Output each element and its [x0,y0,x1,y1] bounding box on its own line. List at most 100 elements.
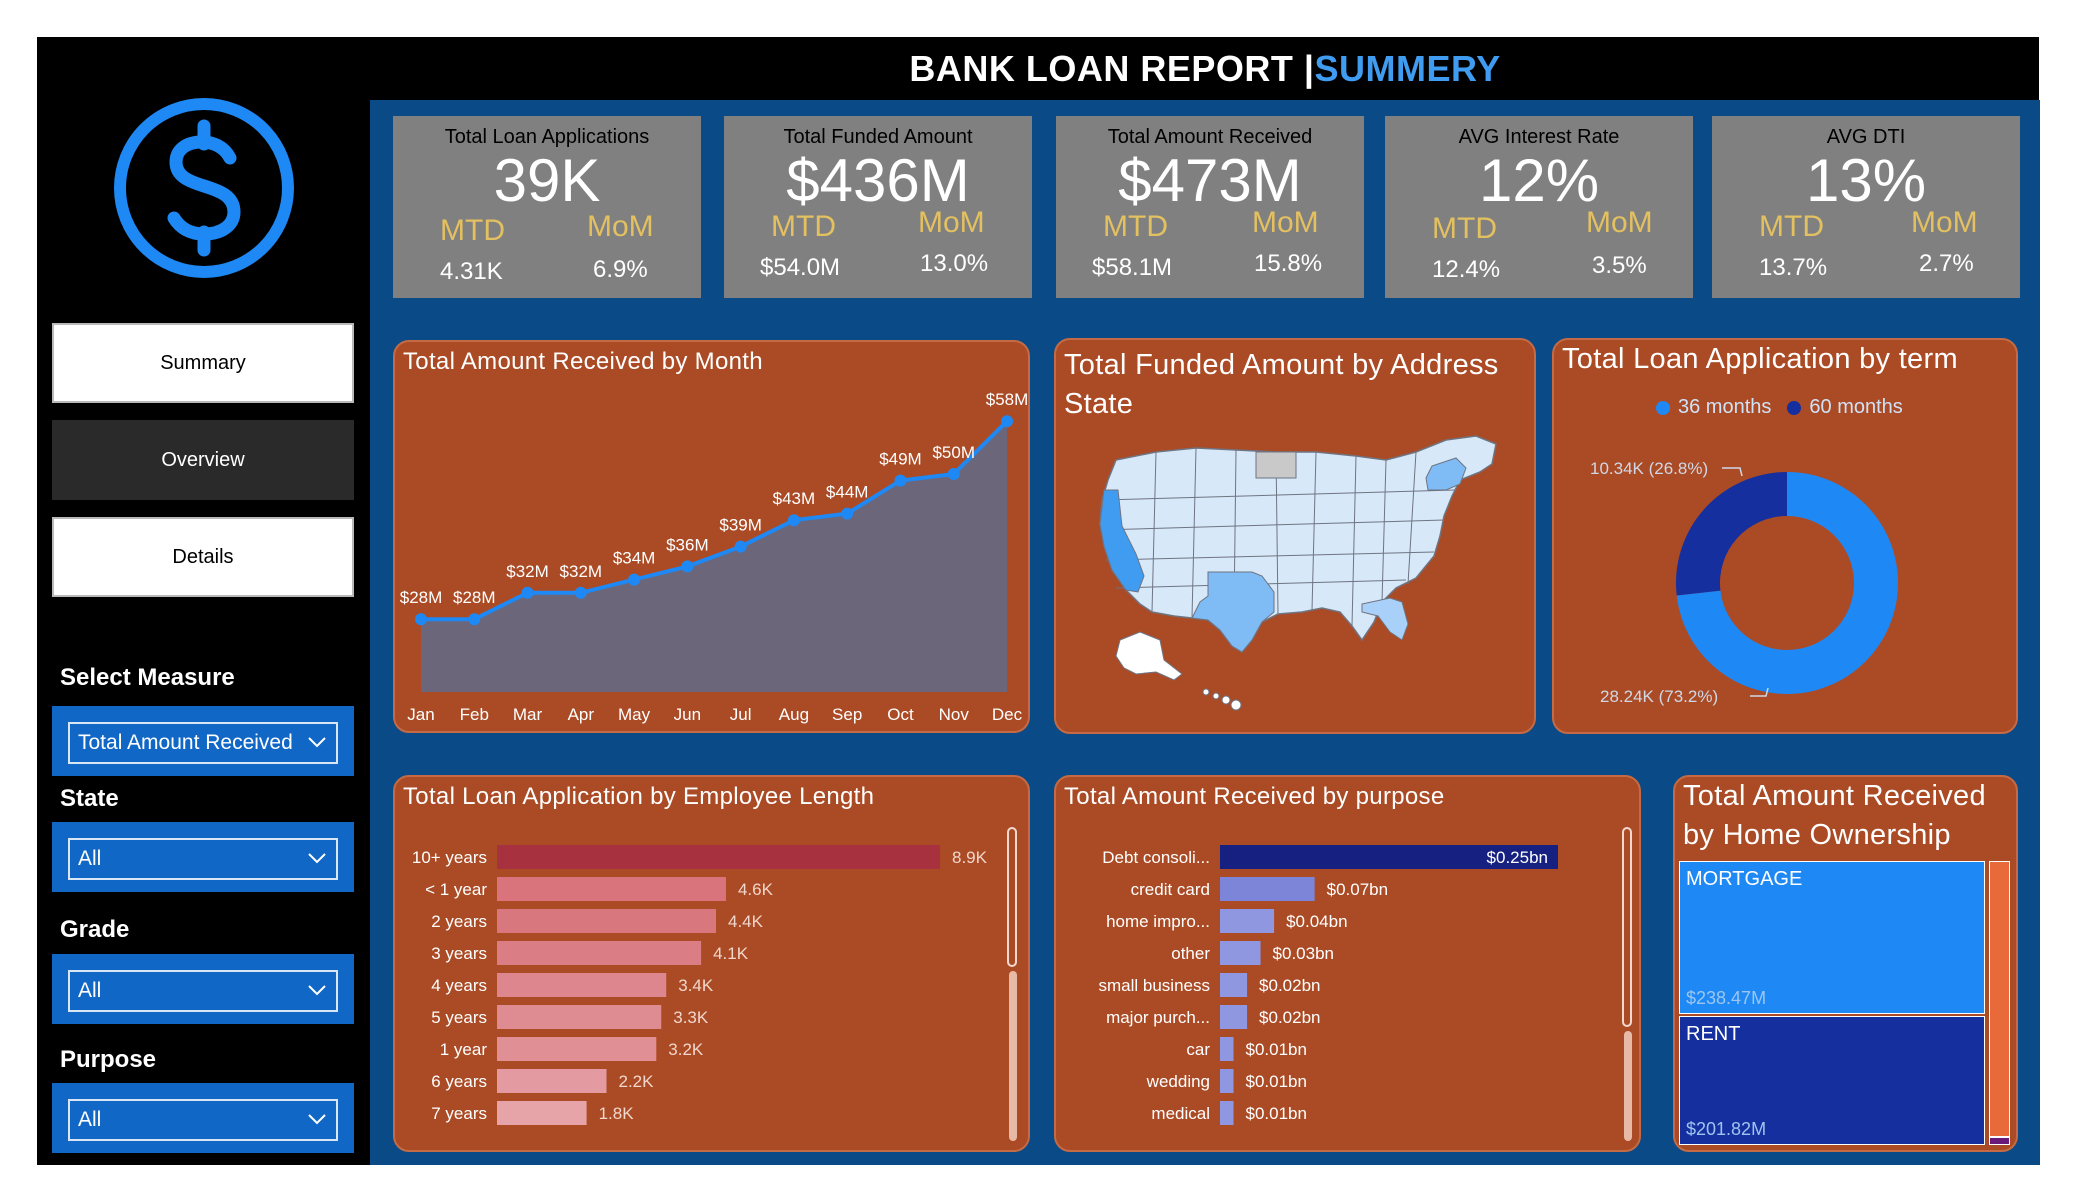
value-label: 4.1K [713,944,749,963]
x-tick-label: Apr [568,705,595,724]
category-label: major purch... [1106,1008,1210,1027]
category-label: credit card [1131,880,1210,899]
state-dropdown[interactable]: All [52,822,354,892]
value-label: 3.4K [678,976,714,995]
data-label: $28M [453,588,496,607]
category-label: medical [1151,1104,1210,1123]
panel-title: Total Amount Received by purpose [1064,783,1445,810]
nav-overview-button[interactable]: Overview [52,420,354,500]
measure-dropdown-value: Total Amount Received [78,731,293,754]
treemap-label: MORTGAGE [1686,868,1803,890]
chevron-down-icon [308,737,326,748]
grade-dropdown-value: All [78,979,102,1002]
nav-summary-button[interactable]: Summary [52,323,354,403]
purpose-scroll-track[interactable] [1624,1031,1632,1141]
map-state-ca [1099,489,1145,593]
legend-label-36: 36 months [1678,396,1772,418]
treemap-block-rent[interactable]: RENT $201.82M [1679,1016,1985,1145]
series-line [421,419,1009,622]
slice-label: 10.34K (26.8%) [1590,459,1708,478]
emp-scrollbar[interactable] [1007,827,1017,967]
term-donut-chart: 10.34K (26.8%) 28.24K (73.2%) [1590,459,1898,706]
month-area-chart: $28M Jan $28M Feb $32M Mar $32M Apr $34M May $36M J… [400,390,1028,724]
kpi-mtd-label: MTD [1103,210,1168,243]
slice-leader-line [1722,467,1743,477]
treemap-label: RENT [1686,1023,1741,1045]
x-tick-label: May [618,705,651,724]
category-label: 6 years [431,1072,487,1091]
chevron-down-icon [308,853,326,864]
value-label: 4.6K [738,880,774,899]
data-point [787,514,800,527]
kpi-card-funded-amount: Total Funded Amount $436M MTD MoM $54.0M… [724,116,1032,298]
bar [497,1101,587,1125]
x-tick-label: Oct [887,705,914,724]
purpose-bar-chart: Debt consoli... $0.25bn credit card $0.07bn… [1099,845,1558,1125]
kpi-value: 13% [1805,147,1927,214]
kpi-mtd-value: 13.7% [1759,254,1828,281]
kpi-value: 39K [493,147,601,214]
data-point [574,586,587,599]
emp-length-bar-chart: 10+ years 8.9K < 1 year 4.6K 2 years 4.4K 3 ye… [412,845,988,1125]
kpi-label: AVG Interest Rate [1458,126,1620,148]
kpi-card-loan-applications: Total Loan Applications 39K MTD MoM 4.31… [393,116,701,298]
value-label: $0.03bn [1273,944,1334,963]
treemap-value: $201.82M [1686,1119,1767,1139]
panel-title: Total Loan Application by term [1562,343,1958,375]
x-tick-label: Dec [992,705,1023,724]
value-label: $0.04bn [1286,912,1347,931]
x-tick-label: Feb [460,705,489,724]
map-state-borders [1099,447,1457,627]
data-point [468,613,481,626]
map-states-base [1099,435,1497,653]
kpi-mtd-label: MTD [771,210,836,243]
data-point [681,560,694,573]
emp-scroll-track[interactable] [1009,971,1017,1141]
value-label: $0.02bn [1259,976,1320,995]
panel-amount-by-home: Total Amount Received by Home Ownership … [1673,775,2018,1152]
bar [1220,1005,1248,1029]
filter-label-measure: Select Measure [60,664,235,691]
legend-dot-60 [1787,400,1802,415]
data-label: $34M [613,549,656,568]
data-label: $49M [879,450,922,469]
treemap-block-mortgage[interactable]: MORTGAGE $238.47M [1679,861,1985,1014]
donut-slice [1676,472,1787,596]
bar [497,877,726,901]
legend-dot-36 [1656,400,1670,415]
data-point [628,573,641,586]
x-tick-label: Jul [730,705,752,724]
title-text: BANK LOAN REPORT | [909,47,1315,89]
kpi-label: Total Loan Applications [444,126,650,148]
purpose-scrollbar[interactable] [1622,827,1632,1027]
category-label: 3 years [431,944,487,963]
nav-overview-label: Overview [161,448,245,471]
treemap-block-small[interactable] [1989,1137,2010,1145]
x-tick-label: Nov [939,705,970,724]
kpi-card-interest-rate: AVG Interest Rate 12% MTD MoM 12.4% 3.5% [1385,116,1693,298]
value-label: $0.01bn [1246,1040,1307,1059]
kpi-mom-label: MoM [918,206,985,239]
data-point [894,474,907,487]
bar [497,845,940,869]
treemap-block-other[interactable] [1989,861,2010,1137]
value-label: 3.3K [673,1008,709,1027]
nav-details-button[interactable]: Details [52,517,354,597]
category-label: wedding [1146,1072,1210,1091]
kpi-mom-label: MoM [1911,206,1978,239]
nav-summary-label: Summary [160,351,246,374]
purpose-dropdown[interactable]: All [52,1083,354,1153]
category-label: 1 year [440,1040,488,1059]
category-label: < 1 year [425,880,487,899]
data-point [1001,415,1013,428]
kpi-mom-value: 3.5% [1592,252,1647,279]
measure-dropdown[interactable]: Total Amount Received [52,706,354,776]
data-point [415,613,427,626]
grade-dropdown[interactable]: All [52,954,354,1024]
data-point [841,507,854,520]
data-label: $39M [719,516,762,535]
value-label: $0.25bn [1487,848,1548,867]
us-map [1099,435,1497,711]
data-point [947,468,960,480]
bar [1220,877,1315,901]
